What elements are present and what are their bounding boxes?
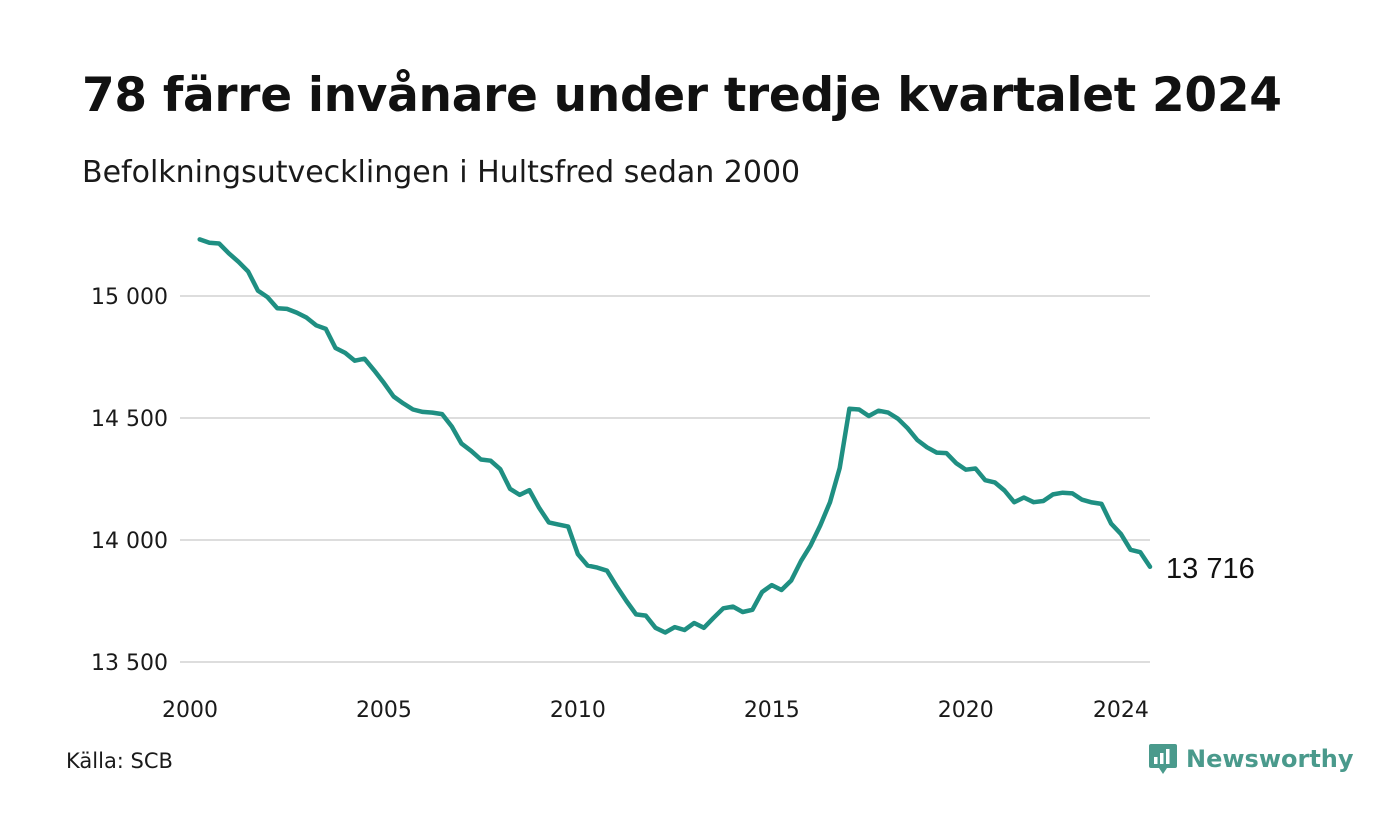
x-tick-label: 2020: [938, 698, 994, 723]
y-tick-label: 13 500: [91, 651, 168, 676]
x-tick-label: 2000: [162, 698, 218, 723]
x-tick-label: 2010: [550, 698, 606, 723]
end-label-layer: 13 716: [1166, 553, 1255, 585]
y-tick-label: 14 500: [91, 407, 168, 432]
source-note: Källa: SCB: [66, 749, 173, 773]
chart-title: 78 färre invånare under tredje kvartalet…: [82, 68, 1282, 123]
chart-subtitle: Befolkningsutvecklingen i Hultsfred seda…: [82, 155, 801, 190]
newsworthy-logo-icon: [1149, 744, 1177, 774]
x-tick-label: 2005: [356, 698, 412, 723]
y-tick-label: 14 000: [91, 529, 168, 554]
x-tick-label: 2015: [744, 698, 800, 723]
end-value-label: 13 716: [1166, 553, 1255, 585]
x-tick-label: 2024: [1093, 698, 1149, 723]
series-layer: [197, 237, 1153, 635]
x-axis-ticks: 2000 2005 2010 2015 2020 2024: [162, 698, 1149, 723]
brand-logo[interactable]: Newsworthy: [1148, 742, 1354, 776]
series-line: [197, 237, 1153, 635]
y-axis-ticks: 13 500 14 000 14 500 15 000: [91, 285, 168, 676]
y-tick-label: 15 000: [91, 285, 168, 310]
brand-name: Newsworthy: [1186, 745, 1354, 773]
line-chart: 13 500 14 000 14 500 15 000 2000 2005 2010 201…: [91, 237, 1255, 723]
grid-lines: [180, 295, 1150, 663]
